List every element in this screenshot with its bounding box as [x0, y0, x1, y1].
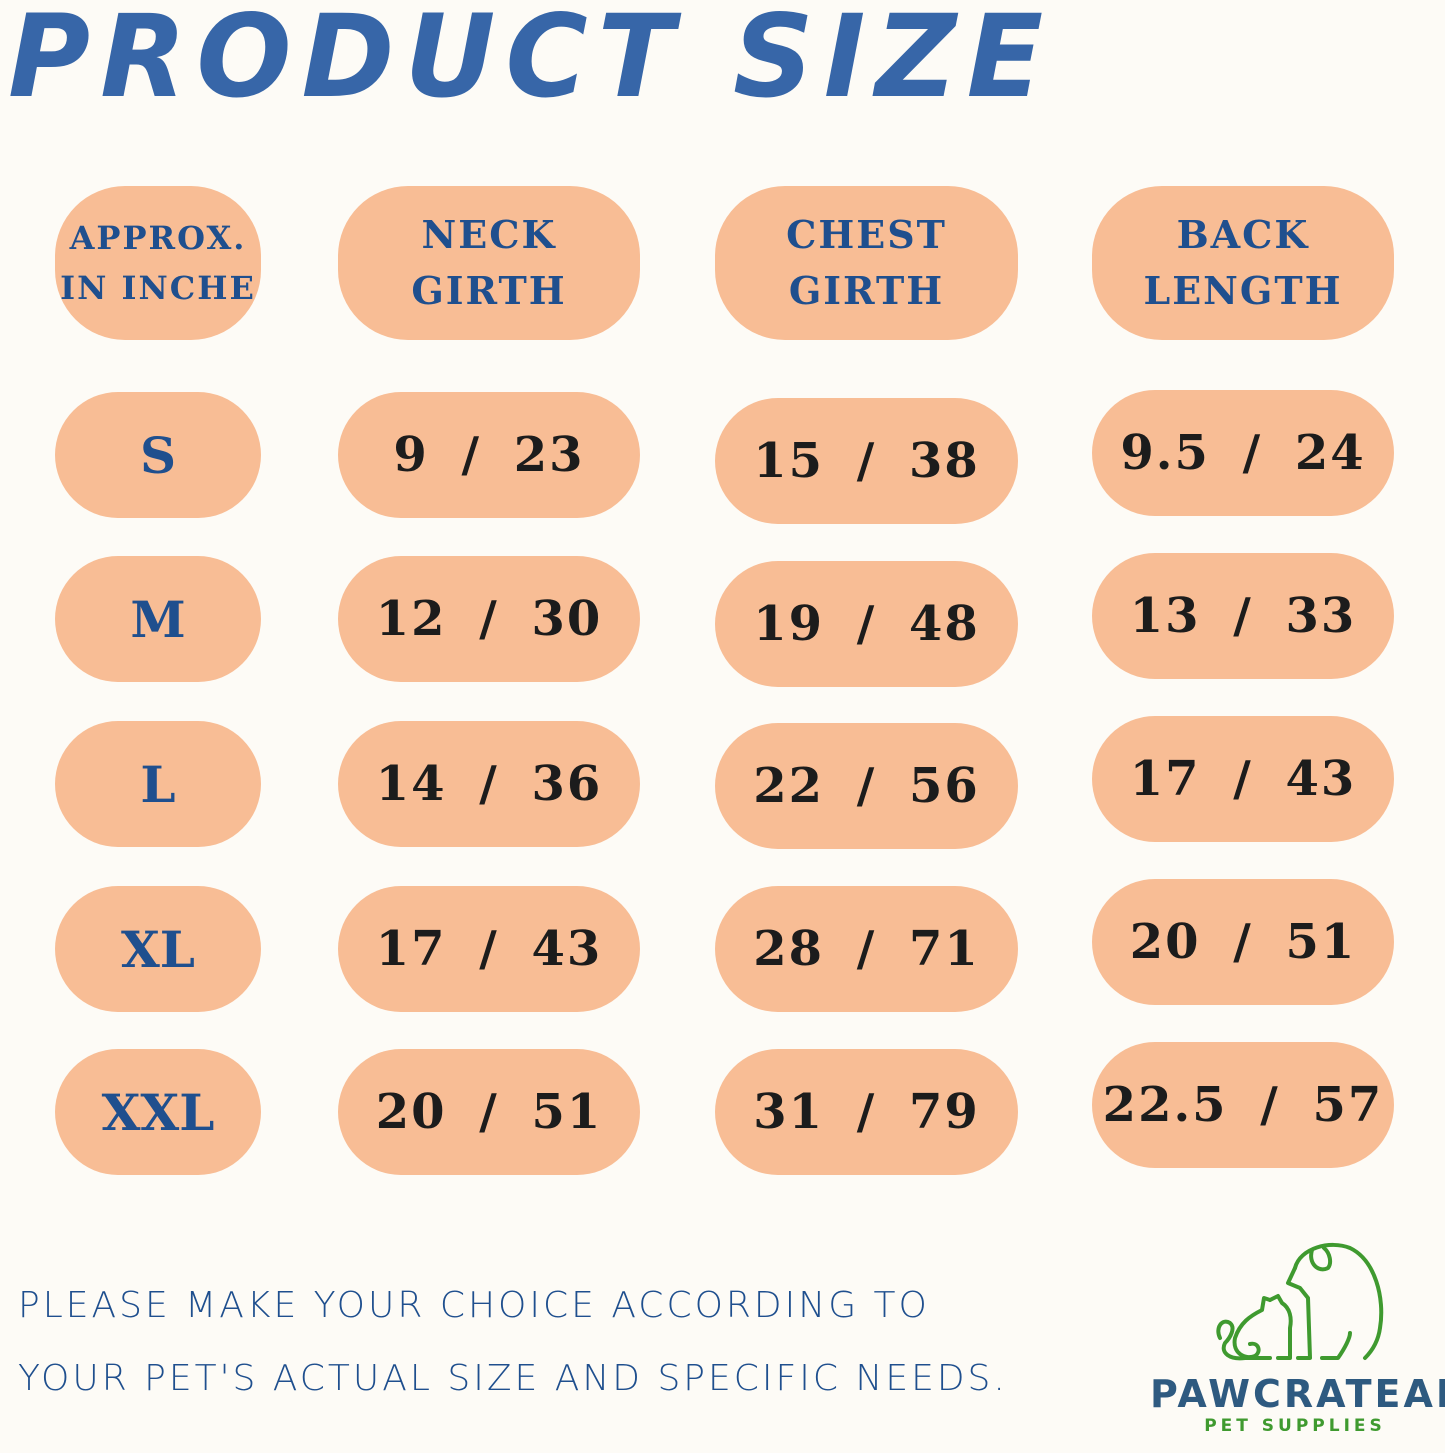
back-value: 13 / 33 [1092, 553, 1394, 679]
note-line-1: PLEASE MAKE YOUR CHOICE ACCORDING TO [18, 1285, 930, 1326]
neck-value: 20 / 51 [338, 1049, 640, 1175]
size-label: M [55, 556, 261, 682]
dog-and-cat-outline-icon [1216, 1242, 1384, 1361]
note-line-2: YOUR PET'S ACTUAL SIZE AND SPECIFIC NEED… [18, 1358, 1008, 1399]
size-label: S [55, 392, 261, 518]
chest-value: 19 / 48 [715, 561, 1018, 687]
neck-value: 17 / 43 [338, 886, 640, 1012]
header-chest-girth: CHEST GIRTH [715, 186, 1018, 340]
back-value: 22.5 / 57 [1092, 1042, 1394, 1168]
size-label: L [55, 721, 261, 847]
header-approx-inches: APPROX. IN INCHE [55, 186, 261, 340]
chest-value: 28 / 71 [715, 886, 1018, 1012]
chest-value: 31 / 79 [715, 1049, 1018, 1175]
size-label: XXL [55, 1049, 261, 1175]
neck-value: 12 / 30 [338, 556, 640, 682]
page-title: PRODUCT SIZE [8, 0, 1054, 124]
back-value: 17 / 43 [1092, 716, 1394, 842]
brand-name: PAWCRATEAN [1150, 1372, 1445, 1416]
neck-value: 9 / 23 [338, 392, 640, 518]
back-value: 20 / 51 [1092, 879, 1394, 1005]
brand-tagline: PET SUPPLIES [1204, 1416, 1386, 1436]
header-neck-girth: NECK GIRTH [338, 186, 640, 340]
chest-value: 15 / 38 [715, 398, 1018, 524]
neck-value: 14 / 36 [338, 721, 640, 847]
back-value: 9.5 / 24 [1092, 390, 1394, 516]
size-label: XL [55, 886, 261, 1012]
chest-value: 22 / 56 [715, 723, 1018, 849]
brand-logo: PAWCRATEAN PET SUPPLIES [1150, 1238, 1445, 1453]
header-back-length: BACK LENGTH [1092, 186, 1394, 340]
